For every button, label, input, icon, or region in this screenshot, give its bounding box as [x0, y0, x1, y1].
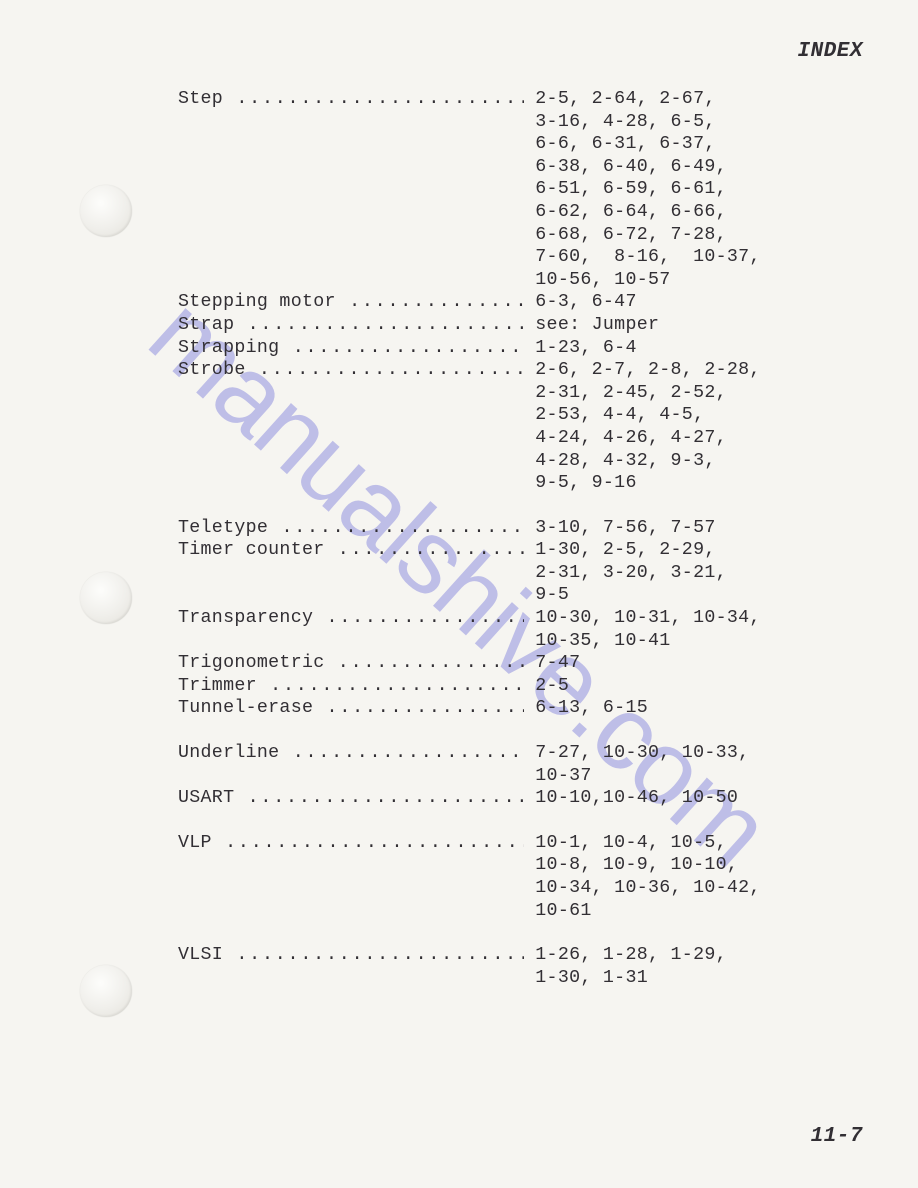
index-pages: 2-6, 2-7, 2-8, 2-28,	[524, 359, 868, 382]
index-pages: 2-5	[524, 675, 868, 698]
index-pages-cont: 2-31, 2-45, 2-52,	[178, 382, 868, 405]
index-group: VLSI ...................................…	[178, 944, 868, 989]
index-pages-cont: 6-62, 6-64, 6-66,	[178, 201, 868, 224]
index-pages-cont: 9-5	[178, 584, 868, 607]
index-pages: 6-13, 6-15	[524, 697, 868, 720]
index-pages: 3-10, 7-56, 7-57	[524, 517, 868, 540]
index-entry: Underline ..............................…	[178, 742, 868, 765]
index-term: Timer counter	[178, 539, 336, 562]
index-term: Stepping motor	[178, 291, 347, 314]
index-term: Teletype	[178, 517, 279, 540]
index-pages-cont: 2-53, 4-4, 4-5,	[178, 404, 868, 427]
index-pages: 7-27, 10-30, 10-33,	[524, 742, 868, 765]
index-term: Strobe	[178, 359, 257, 382]
index-entry: Strap ..................................…	[178, 314, 868, 337]
index-pages-cont: 6-6, 6-31, 6-37,	[178, 133, 868, 156]
index-entry: Trimmer ................................…	[178, 675, 868, 698]
index-term: Transparency	[178, 607, 325, 630]
index-pages: 1-30, 2-5, 2-29,	[524, 539, 868, 562]
index-entry: Teletype ...............................…	[178, 517, 868, 540]
index-pages: 10-30, 10-31, 10-34,	[524, 607, 868, 630]
index-pages-cont: 2-31, 3-20, 3-21,	[178, 562, 868, 585]
index-group: Underline ..............................…	[178, 742, 868, 810]
punch-holes	[80, 0, 140, 1188]
leader-dots: ........................................…	[234, 944, 524, 967]
index-term: Strap	[178, 314, 246, 337]
index-term: VLP	[178, 832, 223, 855]
punch-hole	[80, 572, 132, 624]
index-pages-cont: 6-68, 6-72, 7-28,	[178, 224, 868, 247]
index-entry: Timer counter ..........................…	[178, 539, 868, 562]
index-pages: see: Jumper	[524, 314, 868, 337]
index-entry: Step ...................................…	[178, 88, 868, 111]
index-pages-cont: 1-30, 1-31	[178, 967, 868, 990]
punch-hole	[80, 965, 132, 1017]
page-header: INDEX	[797, 40, 863, 63]
index-pages-cont: 10-56, 10-57	[178, 269, 868, 292]
index-pages-cont: 10-35, 10-41	[178, 630, 868, 653]
index-entry: USART ..................................…	[178, 787, 868, 810]
leader-dots: ........................................…	[336, 539, 524, 562]
index-entry: Stepping motor .........................…	[178, 291, 868, 314]
index-pages: 2-5, 2-64, 2-67,	[524, 88, 868, 111]
index-pages-cont: 10-8, 10-9, 10-10,	[178, 854, 868, 877]
index-entry: Strapping ..............................…	[178, 337, 868, 360]
leader-dots: ........................................…	[234, 88, 524, 111]
leader-dots: ........................................…	[223, 832, 524, 855]
leader-dots: ........................................…	[268, 675, 524, 698]
index-term: Strapping	[178, 337, 291, 360]
index-entry: Trigonometric ..........................…	[178, 652, 868, 675]
index-pages: 10-1, 10-4, 10-5,	[524, 832, 868, 855]
leader-dots: ........................................…	[246, 314, 524, 337]
index-pages-cont: 7-60, 8-16, 10-37,	[178, 246, 868, 269]
leader-dots: ........................................…	[291, 337, 524, 360]
leader-dots: ........................................…	[291, 742, 524, 765]
index-pages-cont: 10-61	[178, 900, 868, 923]
index-pages: 1-23, 6-4	[524, 337, 868, 360]
index-entry: VLSI ...................................…	[178, 944, 868, 967]
index-term: Tunnel-erase	[178, 697, 325, 720]
index-entry: Transparency ...........................…	[178, 607, 868, 630]
index-entry: Tunnel-erase ...........................…	[178, 697, 868, 720]
index-pages-cont: 4-28, 4-32, 9-3,	[178, 450, 868, 473]
leader-dots: ........................................…	[279, 517, 524, 540]
leader-dots: ........................................…	[257, 359, 524, 382]
index-term: Trimmer	[178, 675, 268, 698]
leader-dots: ........................................…	[325, 607, 524, 630]
index-group: Step ...................................…	[178, 88, 868, 495]
index-term: USART	[178, 787, 246, 810]
index-content: Step ...................................…	[178, 88, 868, 1011]
index-pages-cont: 6-38, 6-40, 6-49,	[178, 156, 868, 179]
punch-hole	[80, 185, 132, 237]
index-pages-cont: 3-16, 4-28, 6-5,	[178, 111, 868, 134]
index-group: VLP ....................................…	[178, 832, 868, 922]
leader-dots: ........................................…	[336, 652, 524, 675]
index-term: Trigonometric	[178, 652, 336, 675]
page-number: 11-7	[811, 1125, 863, 1148]
index-pages-cont: 6-51, 6-59, 6-61,	[178, 178, 868, 201]
index-pages: 7-47	[524, 652, 868, 675]
leader-dots: ........................................…	[347, 291, 524, 314]
index-pages: 1-26, 1-28, 1-29,	[524, 944, 868, 967]
index-entry: VLP ....................................…	[178, 832, 868, 855]
index-pages-cont: 4-24, 4-26, 4-27,	[178, 427, 868, 450]
index-term: Step	[178, 88, 234, 111]
leader-dots: ........................................…	[325, 697, 524, 720]
index-pages: 6-3, 6-47	[524, 291, 868, 314]
index-group: Teletype ...............................…	[178, 517, 868, 720]
index-pages: 10-10,10-46, 10-50	[524, 787, 868, 810]
index-pages-cont: 10-34, 10-36, 10-42,	[178, 877, 868, 900]
index-pages-cont: 9-5, 9-16	[178, 472, 868, 495]
leader-dots: ........................................…	[246, 787, 524, 810]
index-term: Underline	[178, 742, 291, 765]
index-term: VLSI	[178, 944, 234, 967]
index-entry: Strobe .................................…	[178, 359, 868, 382]
index-pages-cont: 10-37	[178, 765, 868, 788]
